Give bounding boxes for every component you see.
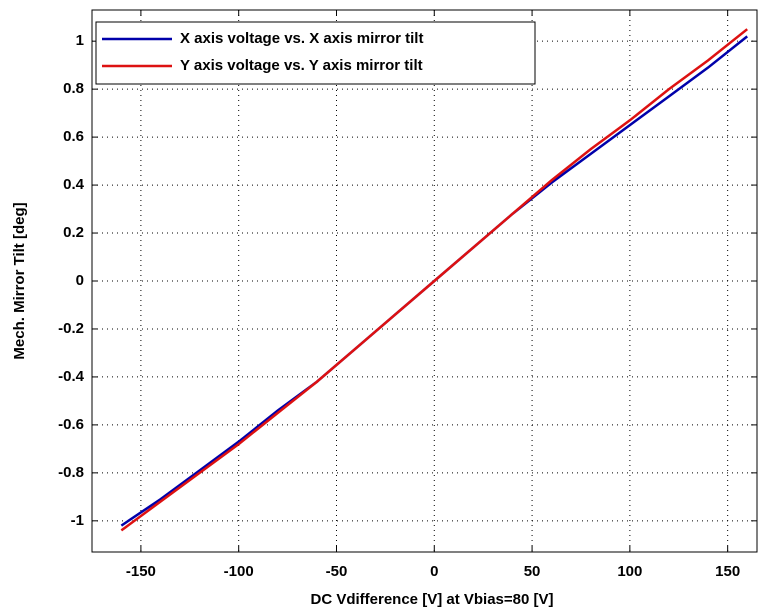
- y-tick-label: 0.6: [63, 128, 84, 145]
- y-tick-label: 1: [76, 32, 84, 49]
- legend-label: X axis voltage vs. X axis mirror tilt: [180, 30, 423, 47]
- plot-frame: [91, 9, 758, 553]
- y-tick-label: -0.8: [58, 464, 84, 481]
- legend: X axis voltage vs. X axis mirror tilt Y a…: [95, 21, 536, 85]
- legend-label: Y axis voltage vs. Y axis mirror tilt: [180, 57, 423, 74]
- x-tick-label: -50: [326, 563, 348, 580]
- x-tick-label: -150: [126, 563, 156, 580]
- data-line: [120, 28, 749, 532]
- x-tick-label: -100: [224, 563, 254, 580]
- legend-box: [95, 21, 536, 85]
- y-tick-label: 0.4: [63, 176, 85, 193]
- y-tick-label: 0.2: [63, 224, 84, 241]
- x-tick-label: 150: [715, 563, 740, 580]
- y-tick-label: -0.4: [58, 368, 85, 385]
- x-tick-label: 50: [524, 563, 541, 580]
- y-tick-label: 0: [76, 272, 84, 289]
- y-axis-label: Mech. Mirror Tilt [deg]: [11, 202, 28, 359]
- y-tick-label: 0.8: [63, 80, 84, 97]
- x-tick-label: 0: [430, 563, 438, 580]
- y-tick-label: -1: [71, 512, 84, 529]
- y-tick-label: -0.2: [58, 320, 84, 337]
- y-tick-label: -0.6: [58, 416, 84, 433]
- x-axis-label: DC Vdifference [V] at Vbias=80 [V]: [311, 591, 554, 608]
- x-tick-label: 100: [617, 563, 642, 580]
